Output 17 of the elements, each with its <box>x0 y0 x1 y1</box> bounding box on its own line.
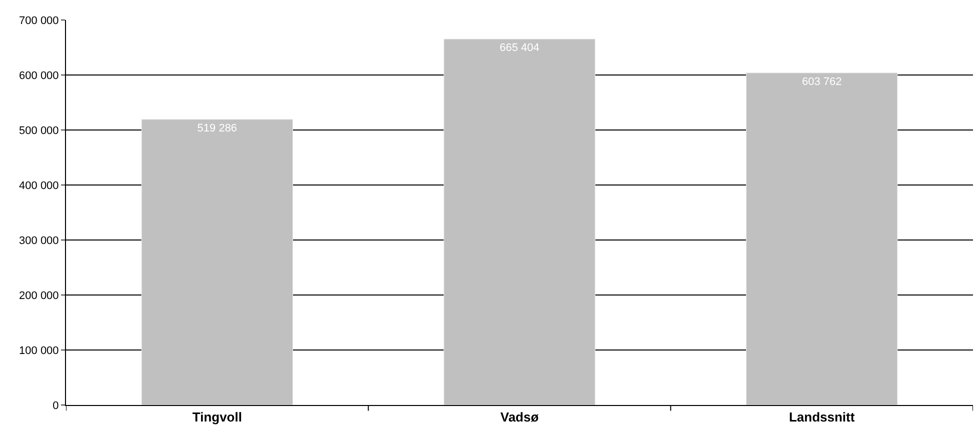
y-tick-label: 200 000 <box>19 290 59 302</box>
data-label: 519 286 <box>197 122 238 134</box>
x-tick-label: Tingvoll <box>192 410 242 425</box>
y-tick-label: 400 000 <box>19 180 59 192</box>
y-tick-label: 700 000 <box>19 14 59 27</box>
bar <box>746 72 898 405</box>
y-tick-label: 100 000 <box>19 344 59 357</box>
x-tick-label: Landssnitt <box>788 410 856 425</box>
y-tick-label: 500 000 <box>19 124 59 137</box>
data-label: 603 762 <box>802 76 842 88</box>
bar <box>141 119 293 405</box>
y-tick-label: 300 000 <box>19 234 59 247</box>
data-label: 665 404 <box>500 42 540 54</box>
y-tick-label: 600 000 <box>19 70 59 82</box>
y-tick-label: 0 <box>52 400 59 412</box>
x-tick-label: Vadsø <box>500 410 539 425</box>
bar <box>444 38 596 405</box>
